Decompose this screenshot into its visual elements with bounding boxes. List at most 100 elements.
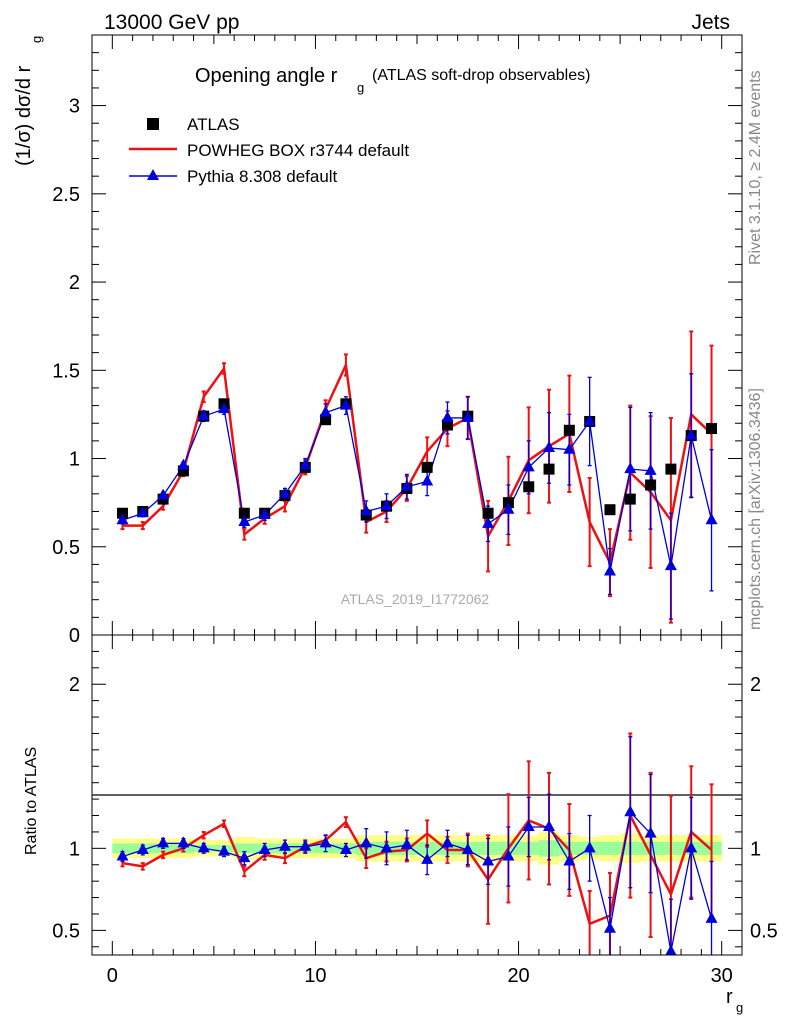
y-tick-label: 3 (69, 96, 80, 118)
atlas-point (116, 507, 128, 519)
x-tick-label: 30 (711, 965, 733, 987)
legend-pythia-marker (147, 169, 159, 180)
pythia-ratio-line (122, 811, 713, 953)
powheg-ratio-line (122, 814, 713, 926)
main-ylabel-subscript: g (29, 36, 44, 43)
y-tick-label: 1 (69, 449, 80, 471)
ratio-y-tick-label-left: 1 (69, 838, 80, 860)
pythia-point (238, 515, 251, 527)
pythia-point (563, 442, 576, 454)
pythia-point (116, 513, 129, 525)
pythia-point (319, 405, 332, 417)
pythia-point (522, 460, 535, 472)
x-tick-label: 0 (107, 965, 118, 987)
pythia-point (177, 458, 190, 470)
pythia-ratio-point (258, 842, 271, 854)
atlas-point (421, 461, 433, 473)
ratio-y-tick-label-left: 2 (69, 674, 80, 696)
pythia-ratio-point (705, 911, 718, 923)
pythia-point (380, 499, 393, 511)
atlas-point (665, 463, 677, 475)
pythia-ratio-point (624, 805, 637, 817)
pythia-ratio-point (319, 836, 332, 848)
atlas-point (543, 463, 555, 475)
y-tick-label: 2 (69, 272, 80, 294)
atlas-point (706, 423, 718, 435)
pythia-ratio-point (441, 836, 454, 848)
y-tick-label: 1.5 (52, 360, 80, 382)
pythia-point (299, 458, 312, 470)
analysis-watermark: ATLAS_2019_I1772062 (341, 591, 490, 607)
atlas-point (624, 493, 636, 505)
ratio-ylabel: Ratio to ATLAS (23, 747, 40, 855)
pythia-point (603, 564, 616, 576)
pythia-ratio-point (278, 839, 291, 851)
mcplots-reference-label: mcplots.cern.ch [arXiv:1306.3436] (747, 388, 764, 630)
pythia-ratio-point (400, 838, 413, 850)
pythia-ratio-point (238, 851, 251, 863)
energy-label: 13000 GeV pp (104, 11, 239, 34)
atlas-point (441, 419, 453, 431)
pythia-ratio-point (157, 836, 170, 848)
pythia-ratio-point (543, 820, 556, 831)
ratio-marks-layer (116, 732, 718, 955)
pythia-ratio-point (563, 854, 576, 866)
pythia-ratio-point (197, 841, 210, 853)
legend-atlas-marker (147, 118, 159, 130)
ratio-band-green (112, 843, 133, 854)
main-tick-layer: 0 0.5 1 1.5 2 2.5 3 (52, 34, 743, 647)
pythia-point (136, 506, 149, 518)
pythia-ratio-point (339, 842, 352, 854)
pythia-ratio-point (522, 820, 535, 831)
pythia-point (583, 414, 596, 426)
pythia-point (400, 479, 413, 491)
pythia-ratio-point (177, 836, 190, 848)
atlas-point (482, 507, 494, 519)
atlas-point (177, 465, 189, 477)
pythia-ratio-point (360, 836, 373, 848)
x-tick-label: 10 (304, 965, 326, 987)
pythia-point (157, 488, 170, 500)
xlabel: r (726, 986, 733, 1008)
pythia-ratio-point (380, 841, 393, 853)
main-title-text: Opening angle r (195, 65, 338, 87)
pythia-ratio-point (583, 841, 596, 853)
ratio-panel: 0 10 20 30 0.5 0.5 1 1 2 2 Ratio to ATLAS r g (23, 634, 778, 1015)
pythia-ratio-point (665, 944, 677, 955)
pythia-point (339, 398, 352, 410)
atlas-point (645, 479, 657, 491)
pythia-ratio-point (116, 849, 129, 861)
pythia-point (421, 474, 434, 486)
y-tick-label: 0 (69, 625, 80, 647)
pythia-ratio-point (644, 826, 657, 838)
legend-powheg-label: POWHEG BOX r3744 default (187, 141, 409, 160)
pythia-point (482, 516, 495, 528)
atlas-point (238, 507, 250, 519)
x-tick-label: 20 (507, 965, 529, 987)
atlas-point (523, 481, 535, 493)
pythia-ratio-point (421, 852, 434, 864)
main-ylabel: (1/σ) dσ/d r (13, 65, 35, 166)
pythia-ratio-point (685, 841, 698, 853)
y-tick-label: 0.5 (52, 537, 80, 559)
pythia-ratio-point (461, 842, 474, 854)
legend-atlas-label: ATLAS (187, 115, 240, 134)
pythia-point (258, 508, 271, 519)
ratio-y-tick-label-right: 0.5 (750, 920, 778, 942)
main-marks-layer (116, 330, 718, 624)
pythia-point (543, 440, 556, 452)
powheg-line (122, 363, 713, 564)
pythia-ratio-point (482, 854, 495, 866)
pythia-point (664, 559, 677, 571)
pythia-point (705, 513, 718, 525)
pythia-ratio-point (218, 844, 231, 856)
ratio-tick-layer: 0 10 20 30 0.5 0.5 1 1 2 2 (52, 635, 778, 987)
ratio-y-tick-label-right: 2 (750, 674, 761, 696)
category-label: Jets (691, 11, 730, 34)
ratio-y-tick-label-left: 0.5 (52, 920, 80, 942)
atlas-point (604, 504, 616, 516)
main-title: Opening angle r (195, 65, 338, 87)
pythia-ratio-point (603, 921, 616, 933)
ratio-band-green (234, 843, 255, 854)
